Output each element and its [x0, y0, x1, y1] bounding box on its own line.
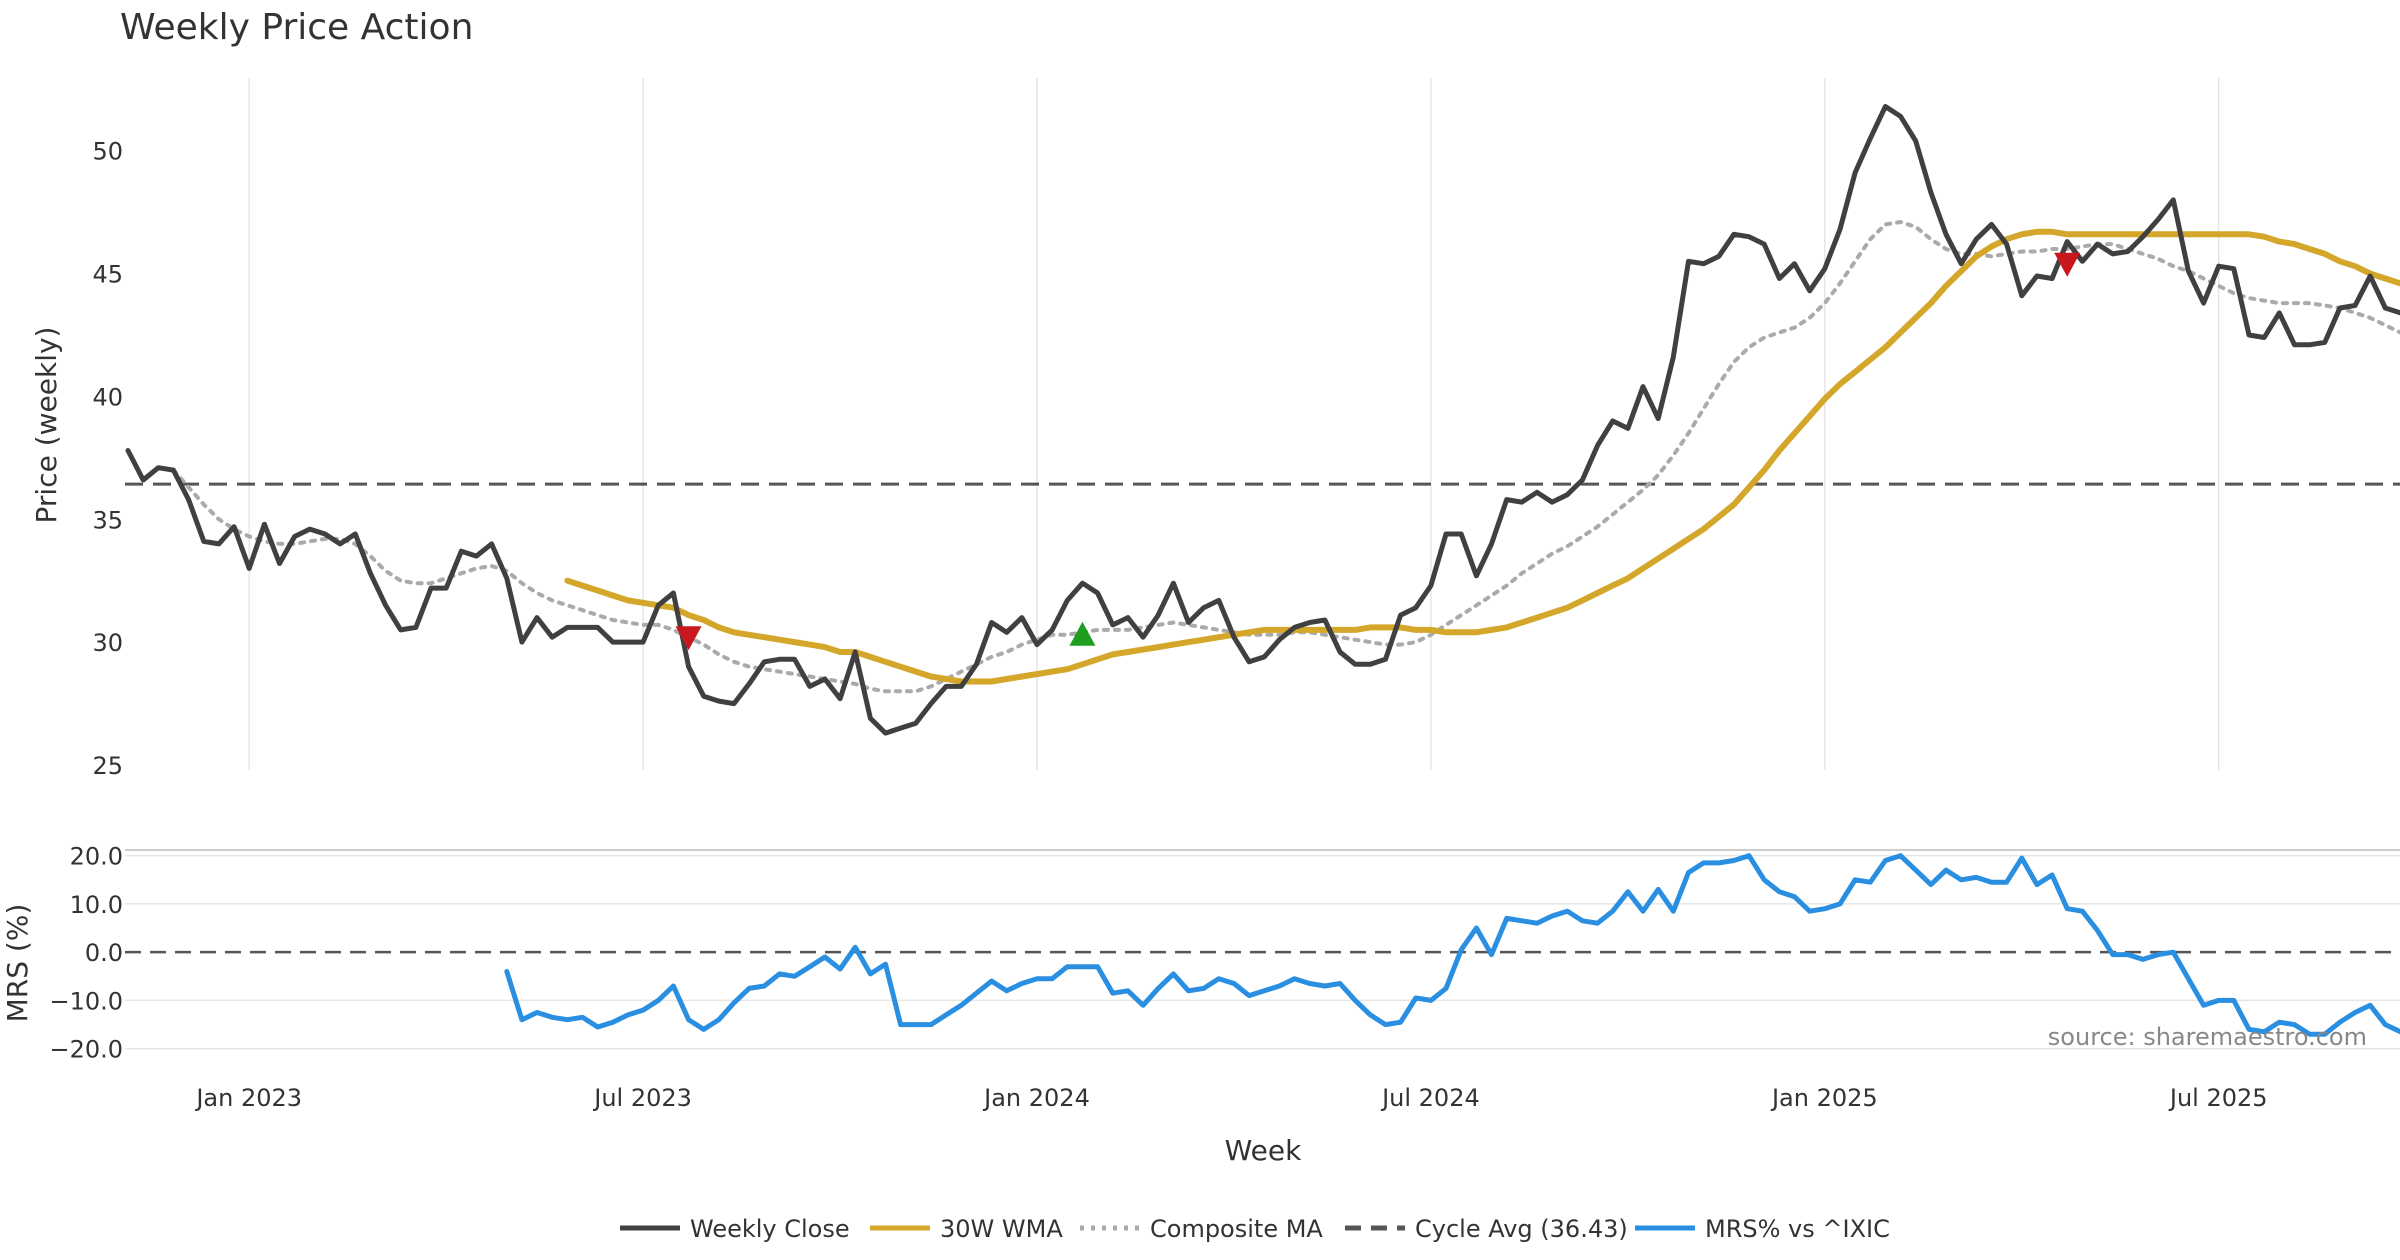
buy-signal-1: [1069, 621, 1096, 646]
price-y-tick-40: 40: [92, 383, 123, 411]
chart-title: Weekly Price Action: [120, 7, 473, 48]
price-y-axis-label: Price (weekly): [30, 327, 63, 524]
mrs-y-tick-1: −10.0: [49, 987, 123, 1015]
mrs-y-tick-3: 10.0: [70, 891, 123, 919]
mrs-series: [504, 853, 2400, 1037]
x-tick-jul-2024: Jul 2024: [1380, 1084, 1480, 1112]
mrs-y-tick-0: −20.0: [49, 1036, 123, 1064]
signal-markers: [675, 252, 2081, 651]
series-mrs-vs-ixic: [504, 853, 2400, 1037]
legend-label-0: Weekly Close: [690, 1215, 850, 1243]
sell-signal-2: [2054, 252, 2081, 277]
x-axis-label: Week: [1225, 1134, 1302, 1167]
x-tick-jan-2024: Jan 2024: [982, 1084, 1090, 1112]
x-tick-jul-2025: Jul 2025: [2168, 1084, 2268, 1112]
x-axis: Jan 2023 Jul 2023 Jan 2024 Jul 2024 Jan 2025…: [194, 1084, 2267, 1112]
x-tick-jan-2025: Jan 2025: [1770, 1084, 1878, 1112]
price-y-tick-30: 30: [92, 629, 123, 657]
x-tick-jul-2023: Jul 2023: [592, 1084, 692, 1112]
sell-signal-0: [675, 626, 702, 651]
series-30w-wma: [564, 228, 2400, 685]
mrs-gridlines: [125, 854, 2400, 1050]
legend-label-2: Composite MA: [1150, 1215, 1323, 1243]
mrs-y-axis: −20.0 −10.0 0.0 10.0 20.0: [49, 843, 123, 1064]
price-y-tick-25: 25: [92, 752, 123, 780]
legend: Weekly Close 30W WMA Composite MA Cycle Avg…: [620, 1215, 1890, 1243]
mrs-y-tick-4: 20.0: [70, 843, 123, 871]
mrs-y-tick-2: 0.0: [85, 939, 123, 967]
top-gridlines: [248, 78, 2220, 770]
legend-label-3: Cycle Avg (36.43): [1415, 1215, 1628, 1243]
legend-label-4: MRS% vs ^IXIC: [1705, 1215, 1890, 1243]
series-composite-ma: [171, 220, 2400, 694]
price-y-tick-45: 45: [92, 261, 123, 289]
price-y-tick-35: 35: [92, 506, 123, 534]
price-y-tick-50: 50: [92, 138, 123, 166]
source-credit: source: sharemaestro.com: [2048, 1023, 2367, 1051]
series-weekly-close: [125, 104, 2400, 736]
price-series: [125, 104, 2400, 736]
mrs-y-axis-label: MRS (%): [1, 904, 34, 1023]
legend-label-1: 30W WMA: [940, 1215, 1063, 1243]
price-y-axis: 25 30 35 40 45 50: [92, 138, 123, 780]
x-tick-jan-2023: Jan 2023: [194, 1084, 302, 1112]
